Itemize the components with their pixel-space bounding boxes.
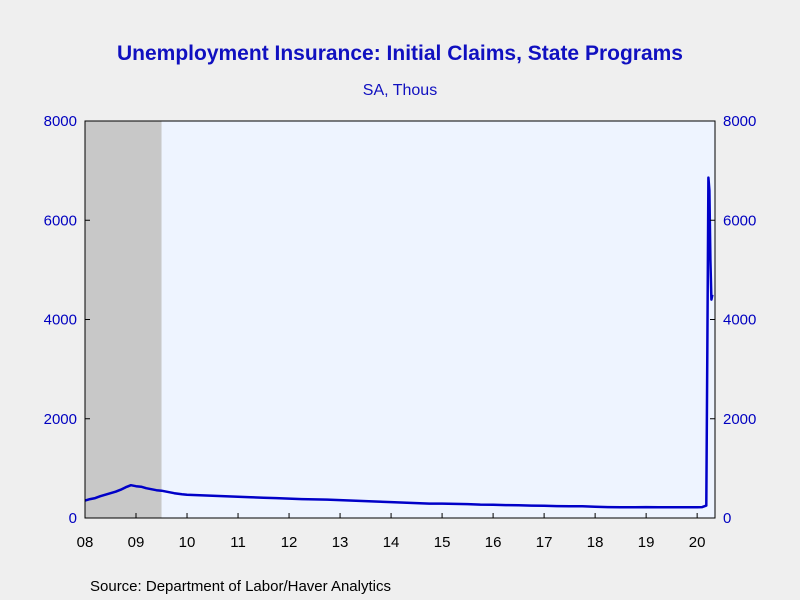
x-tick-label: 08 [77, 534, 94, 551]
x-tick-label: 19 [638, 534, 655, 551]
y-tick-label-left: 4000 [44, 312, 77, 329]
x-tick-label: 11 [230, 534, 246, 551]
y-tick-label-left: 2000 [44, 411, 77, 428]
y-tick-label-right: 0 [723, 510, 731, 527]
plot-area [85, 121, 715, 518]
x-tick-label: 14 [383, 534, 400, 551]
x-tick-label: 15 [434, 534, 451, 551]
x-tick-label: 16 [485, 534, 502, 551]
chart-subtitle: SA, Thous [363, 82, 437, 99]
y-axis-left: 0 2000 4000 6000 8000 [44, 113, 90, 527]
chart-title: Unemployment Insurance: Initial Claims, … [117, 42, 683, 65]
y-tick-label-left: 8000 [44, 113, 77, 130]
x-tick-label: 18 [587, 534, 604, 551]
x-tick-label: 20 [689, 534, 706, 551]
y-tick-label-right: 2000 [723, 411, 756, 428]
x-tick-label: 12 [281, 534, 298, 551]
recession-band [85, 121, 162, 518]
x-tick-label: 10 [179, 534, 196, 551]
x-tick-label: 17 [536, 534, 553, 551]
y-axis-right: 0 2000 4000 6000 8000 [710, 113, 756, 527]
y-tick-label-right: 6000 [723, 212, 756, 229]
y-tick-label-left: 6000 [44, 212, 77, 229]
series-line-0 [84, 176, 714, 509]
source-note: Source: Department of Labor/Haver Analyt… [90, 578, 391, 595]
x-axis: 08 09 10 11 12 13 14 15 16 17 18 19 20 [77, 513, 706, 551]
y-tick-label-right: 4000 [723, 312, 756, 329]
x-tick-label: 09 [128, 534, 145, 551]
y-tick-label-right: 8000 [723, 113, 756, 130]
x-tick-label: 13 [332, 534, 349, 551]
chart-marks [84, 176, 714, 509]
y-tick-label-left: 0 [69, 510, 77, 527]
